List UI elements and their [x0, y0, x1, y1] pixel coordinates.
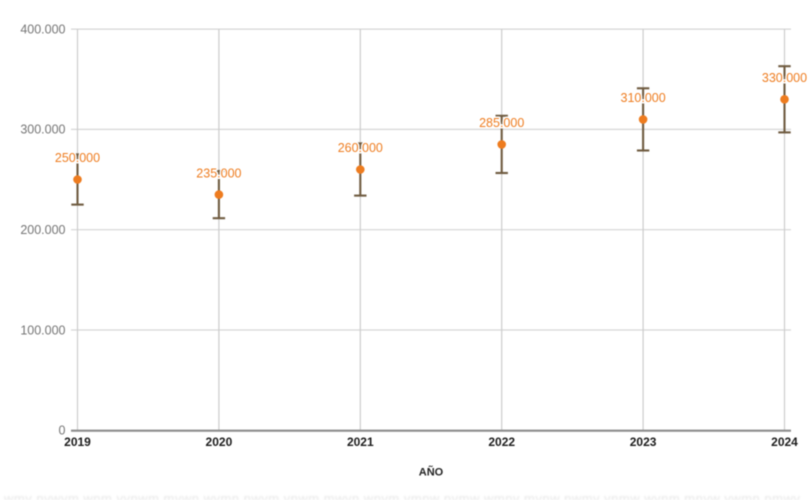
svg-text:AÑO: AÑO — [419, 465, 444, 478]
svg-text:0: 0 — [59, 424, 66, 438]
svg-text:2019: 2019 — [64, 435, 91, 449]
svg-text:2022: 2022 — [488, 435, 515, 449]
svg-text:2023: 2023 — [630, 435, 657, 449]
svg-text:100.000: 100.000 — [20, 323, 65, 337]
svg-text:200.000: 200.000 — [20, 223, 65, 237]
svg-text:260.000: 260.000 — [338, 141, 383, 155]
svg-text:310.000: 310.000 — [621, 91, 666, 105]
svg-text:2021: 2021 — [347, 435, 374, 449]
svg-text:250.000: 250.000 — [55, 151, 100, 165]
svg-text:2024: 2024 — [771, 435, 798, 449]
svg-text:330.000: 330.000 — [762, 71, 807, 85]
svg-text:2020: 2020 — [206, 435, 233, 449]
svg-text:285.000: 285.000 — [479, 116, 524, 130]
svg-text:235.000: 235.000 — [196, 166, 241, 180]
svg-text:300.000: 300.000 — [20, 123, 65, 137]
svg-text:400.000: 400.000 — [20, 22, 65, 36]
